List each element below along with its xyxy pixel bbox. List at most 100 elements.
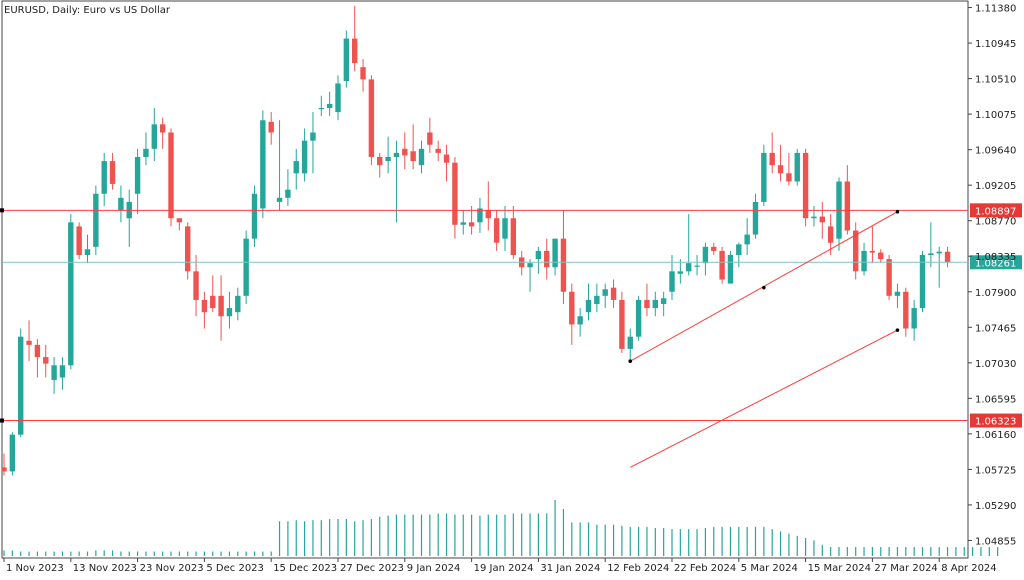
candle-bullish xyxy=(911,308,917,329)
candle-bullish xyxy=(84,249,91,255)
candle-bearish xyxy=(76,226,82,255)
candle-bearish xyxy=(26,340,32,345)
candle-bullish xyxy=(59,365,66,378)
candle-bullish xyxy=(301,140,308,174)
trendline xyxy=(630,329,898,468)
candle-bullish xyxy=(752,201,759,235)
candle-bearish xyxy=(427,132,433,145)
x-tick-label: 15 Mar 2024 xyxy=(808,563,871,574)
candle-bearish xyxy=(544,250,550,268)
trendline-marker xyxy=(628,359,633,363)
candle-bullish xyxy=(794,152,800,182)
candle-bullish xyxy=(134,156,141,194)
candle-bullish xyxy=(811,216,817,219)
candle-bullish xyxy=(736,244,742,255)
y-tick-label: 1.08335 xyxy=(975,252,1016,263)
level-tag xyxy=(970,413,1022,428)
candle-bearish xyxy=(360,67,366,80)
candle-bearish xyxy=(193,271,199,300)
level-tag-label: 1.08897 xyxy=(975,206,1016,217)
candle-bearish xyxy=(619,299,625,349)
candle-bullish xyxy=(251,193,258,239)
candle-bullish xyxy=(385,156,391,162)
candle-bullish xyxy=(143,148,149,157)
volume-layer xyxy=(3,500,999,556)
candle-bearish xyxy=(218,295,224,317)
candle-bearish xyxy=(109,161,116,184)
candle-bearish xyxy=(560,238,567,292)
candle-bullish xyxy=(686,263,692,272)
candle-bullish xyxy=(577,316,583,325)
trendline-marker xyxy=(895,209,900,214)
candle-bearish xyxy=(644,299,650,309)
level-tag-label: 1.06323 xyxy=(975,417,1016,428)
candle-bearish xyxy=(853,230,859,272)
candle-bearish xyxy=(844,181,851,231)
candle-bearish xyxy=(903,291,909,329)
candle-bullish xyxy=(861,250,867,272)
candle-bearish xyxy=(869,250,876,253)
x-tick-label: 12 Feb 2024 xyxy=(607,563,669,574)
candle-bearish xyxy=(886,259,892,296)
candle-bearish xyxy=(510,218,517,255)
y-tick-label: 1.09640 xyxy=(975,146,1016,157)
candle-bullish xyxy=(936,251,942,254)
candle-bearish xyxy=(435,148,441,153)
grid-layer xyxy=(1,0,969,559)
level-anchor-marker xyxy=(0,418,4,423)
candle-layer xyxy=(1,5,951,476)
candle-bearish xyxy=(168,132,174,219)
candle-bearish xyxy=(201,299,208,313)
candle-bearish xyxy=(410,151,416,162)
x-tick-label: 8 Apr 2024 xyxy=(941,563,996,574)
candle-bearish xyxy=(711,246,717,251)
x-tick-label: 5 Dec 2023 xyxy=(206,563,264,574)
x-tick-label: 22 Feb 2024 xyxy=(674,563,736,574)
candle-bullish xyxy=(761,152,767,202)
candle-bearish xyxy=(159,124,166,133)
candle-bearish xyxy=(827,226,834,243)
candle-bearish xyxy=(878,252,884,260)
candle-bullish xyxy=(919,254,926,309)
candle-bullish xyxy=(527,263,533,268)
candle-bullish xyxy=(727,254,734,284)
candle-bearish xyxy=(944,251,951,263)
y-tick-label: 1.11380 xyxy=(975,4,1016,15)
candle-bullish xyxy=(276,197,283,202)
candle-bearish xyxy=(377,156,383,166)
candle-bullish xyxy=(293,161,299,174)
candle-bullish xyxy=(460,222,466,225)
y-tick-label: 1.09205 xyxy=(975,181,1016,192)
candle-bearish xyxy=(34,344,41,358)
x-tick-label: 13 Nov 2023 xyxy=(73,563,137,574)
y-tick-label: 1.10075 xyxy=(975,110,1016,121)
candle-bearish xyxy=(777,165,784,174)
candle-bullish xyxy=(660,298,667,305)
candle-bullish xyxy=(535,250,542,260)
y-tick-label: 1.05290 xyxy=(975,501,1016,512)
candle-bullish xyxy=(652,299,658,309)
level-tag xyxy=(970,203,1022,218)
candle-bullish xyxy=(928,253,934,255)
candle-bullish xyxy=(51,365,57,380)
candle-bearish xyxy=(185,226,191,272)
x-tick-label: 5 Mar 2024 xyxy=(741,563,798,574)
y-tick-label: 1.06160 xyxy=(975,430,1016,441)
y-tick-label: 1.10945 xyxy=(975,39,1016,50)
candle-bullish xyxy=(260,120,266,209)
candle-bearish xyxy=(468,222,475,227)
candle-bullish xyxy=(310,132,316,141)
candle-bullish xyxy=(101,161,107,194)
candle-bearish xyxy=(268,121,274,133)
y-tick-label: 1.04855 xyxy=(975,536,1016,547)
candle-bearish xyxy=(210,295,216,309)
candle-bearish xyxy=(368,79,375,157)
candle-bearish xyxy=(719,250,725,280)
candle-bearish xyxy=(569,291,575,325)
trendline-marker xyxy=(895,328,900,332)
candle-bearish xyxy=(802,152,809,219)
candle-bearish xyxy=(610,287,617,300)
candle-bearish xyxy=(352,38,358,64)
candle-bullish xyxy=(694,265,700,267)
